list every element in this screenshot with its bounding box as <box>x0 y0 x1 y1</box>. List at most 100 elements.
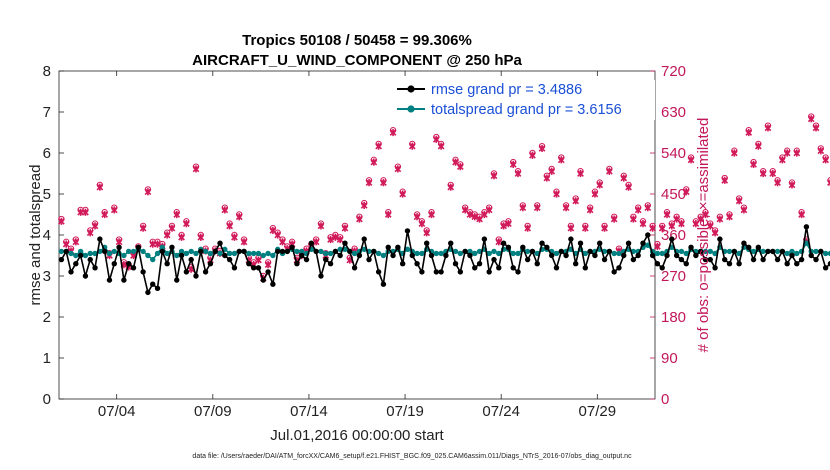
rmse-point <box>683 261 689 267</box>
obs-assimilated-point <box>548 167 556 175</box>
rmse-point <box>323 256 329 263</box>
totalspread-point <box>145 252 151 259</box>
obs-assimilated-point <box>139 224 147 232</box>
rmse-point <box>649 252 656 259</box>
totalspread-point <box>486 250 492 257</box>
rmse-point <box>332 248 339 255</box>
obs-assimilated-point <box>221 206 229 214</box>
rmse-point <box>183 269 190 275</box>
rmse-point <box>544 244 550 250</box>
totalspread-point <box>491 248 497 255</box>
rmse-point <box>577 240 584 246</box>
obs-assimilated-point <box>432 135 440 143</box>
rmse-point <box>77 252 84 259</box>
obs-assimilated-point <box>524 224 531 232</box>
rmse-point <box>616 265 622 271</box>
obs-assimilated-point <box>586 206 594 214</box>
rmse-point <box>582 265 589 271</box>
rmse-point <box>409 252 415 259</box>
rmse-point <box>524 256 531 263</box>
rmse-point <box>721 256 728 263</box>
rmse-point <box>260 277 266 283</box>
obs-assimilated-point <box>601 224 608 232</box>
obs-assimilated-point <box>730 149 738 157</box>
totalspread-point <box>58 248 65 255</box>
totalspread-point <box>351 250 358 257</box>
obs-assimilated-point <box>721 176 729 184</box>
obs-assimilated-point <box>96 183 104 191</box>
totalspread-point <box>582 250 589 257</box>
obs-assimilated-point <box>649 224 656 232</box>
totalspread-point <box>68 250 74 257</box>
rmse-point <box>101 248 108 255</box>
rmse-point <box>534 261 540 267</box>
totalspread-point <box>140 248 146 255</box>
obs-assimilated-point <box>447 183 455 191</box>
rmse-point <box>284 248 291 255</box>
obs-assimilated-point <box>264 261 272 269</box>
obs-assimilated-point <box>514 169 522 178</box>
obs-assimilated-point <box>581 224 589 232</box>
rmse-point <box>611 269 617 275</box>
rmse-point <box>808 252 814 259</box>
rmse-point <box>750 256 757 263</box>
legend-rmse-marker <box>407 85 415 93</box>
obs-assimilated-point <box>72 238 80 246</box>
y-tick-label: 0 <box>43 391 51 408</box>
totalspread-point <box>707 248 713 255</box>
rmse-point <box>265 269 271 275</box>
rmse-point <box>452 261 459 267</box>
rmse-point <box>697 248 704 255</box>
totalspread-point <box>231 250 238 257</box>
obs-assimilated-point <box>822 156 829 164</box>
y2-tick-label: 540 <box>661 145 686 162</box>
rmse-point <box>645 232 651 238</box>
obs-assimilated-point <box>312 238 320 246</box>
rmse-point <box>606 248 613 255</box>
totalspread-point <box>510 250 516 257</box>
obs-assimilated-point <box>471 213 479 221</box>
rmse-point <box>154 285 161 291</box>
obs-assimilated-point <box>399 190 407 198</box>
obs-assimilated-point <box>485 206 493 214</box>
footnote: data file: /Users/raeder/DAI/ATM_forcXX/… <box>192 453 632 460</box>
totalspread-point <box>789 248 795 255</box>
rmse-point <box>827 261 830 267</box>
rmse-point <box>217 240 223 246</box>
rmse-point <box>106 277 113 283</box>
totalspread-point <box>678 248 685 255</box>
x-tick-label: 07/24 <box>482 403 520 420</box>
obs-assimilated-point <box>168 224 176 232</box>
obs-assimilated-point <box>231 233 238 241</box>
obs-assimilated-point <box>490 172 498 180</box>
rmse-point <box>313 248 319 255</box>
totalspread-point <box>87 250 93 257</box>
obs-assimilated-point <box>625 183 632 191</box>
rmse-point <box>688 244 694 250</box>
rmse-point <box>202 269 209 275</box>
totalspread-point <box>683 250 689 257</box>
x-tick-label: 07/29 <box>579 403 617 420</box>
obs-assimilated-point <box>466 210 474 219</box>
obs-assimilated-point <box>500 222 507 230</box>
totalspread-point <box>472 250 478 257</box>
totalspread-point <box>702 248 709 255</box>
rmse-point <box>111 261 117 267</box>
obs-assimilated-point <box>370 158 378 166</box>
rmse-point <box>236 248 242 255</box>
rmse-point <box>500 240 507 246</box>
totalspread-point <box>294 248 300 255</box>
rmse-point <box>130 265 137 271</box>
obs-assimilated-point <box>115 238 123 246</box>
y-tick-label: 5 <box>43 186 51 203</box>
obs-assimilated-point <box>567 224 575 232</box>
totalspread-point <box>774 248 781 255</box>
obs-assimilated-point <box>817 147 825 155</box>
obs-assimilated-point <box>779 156 786 164</box>
rmse-point <box>486 269 492 275</box>
totalspread-point <box>467 248 473 255</box>
rmse-point <box>659 265 665 271</box>
rmse-point <box>678 256 685 263</box>
rmse-point <box>794 261 800 267</box>
